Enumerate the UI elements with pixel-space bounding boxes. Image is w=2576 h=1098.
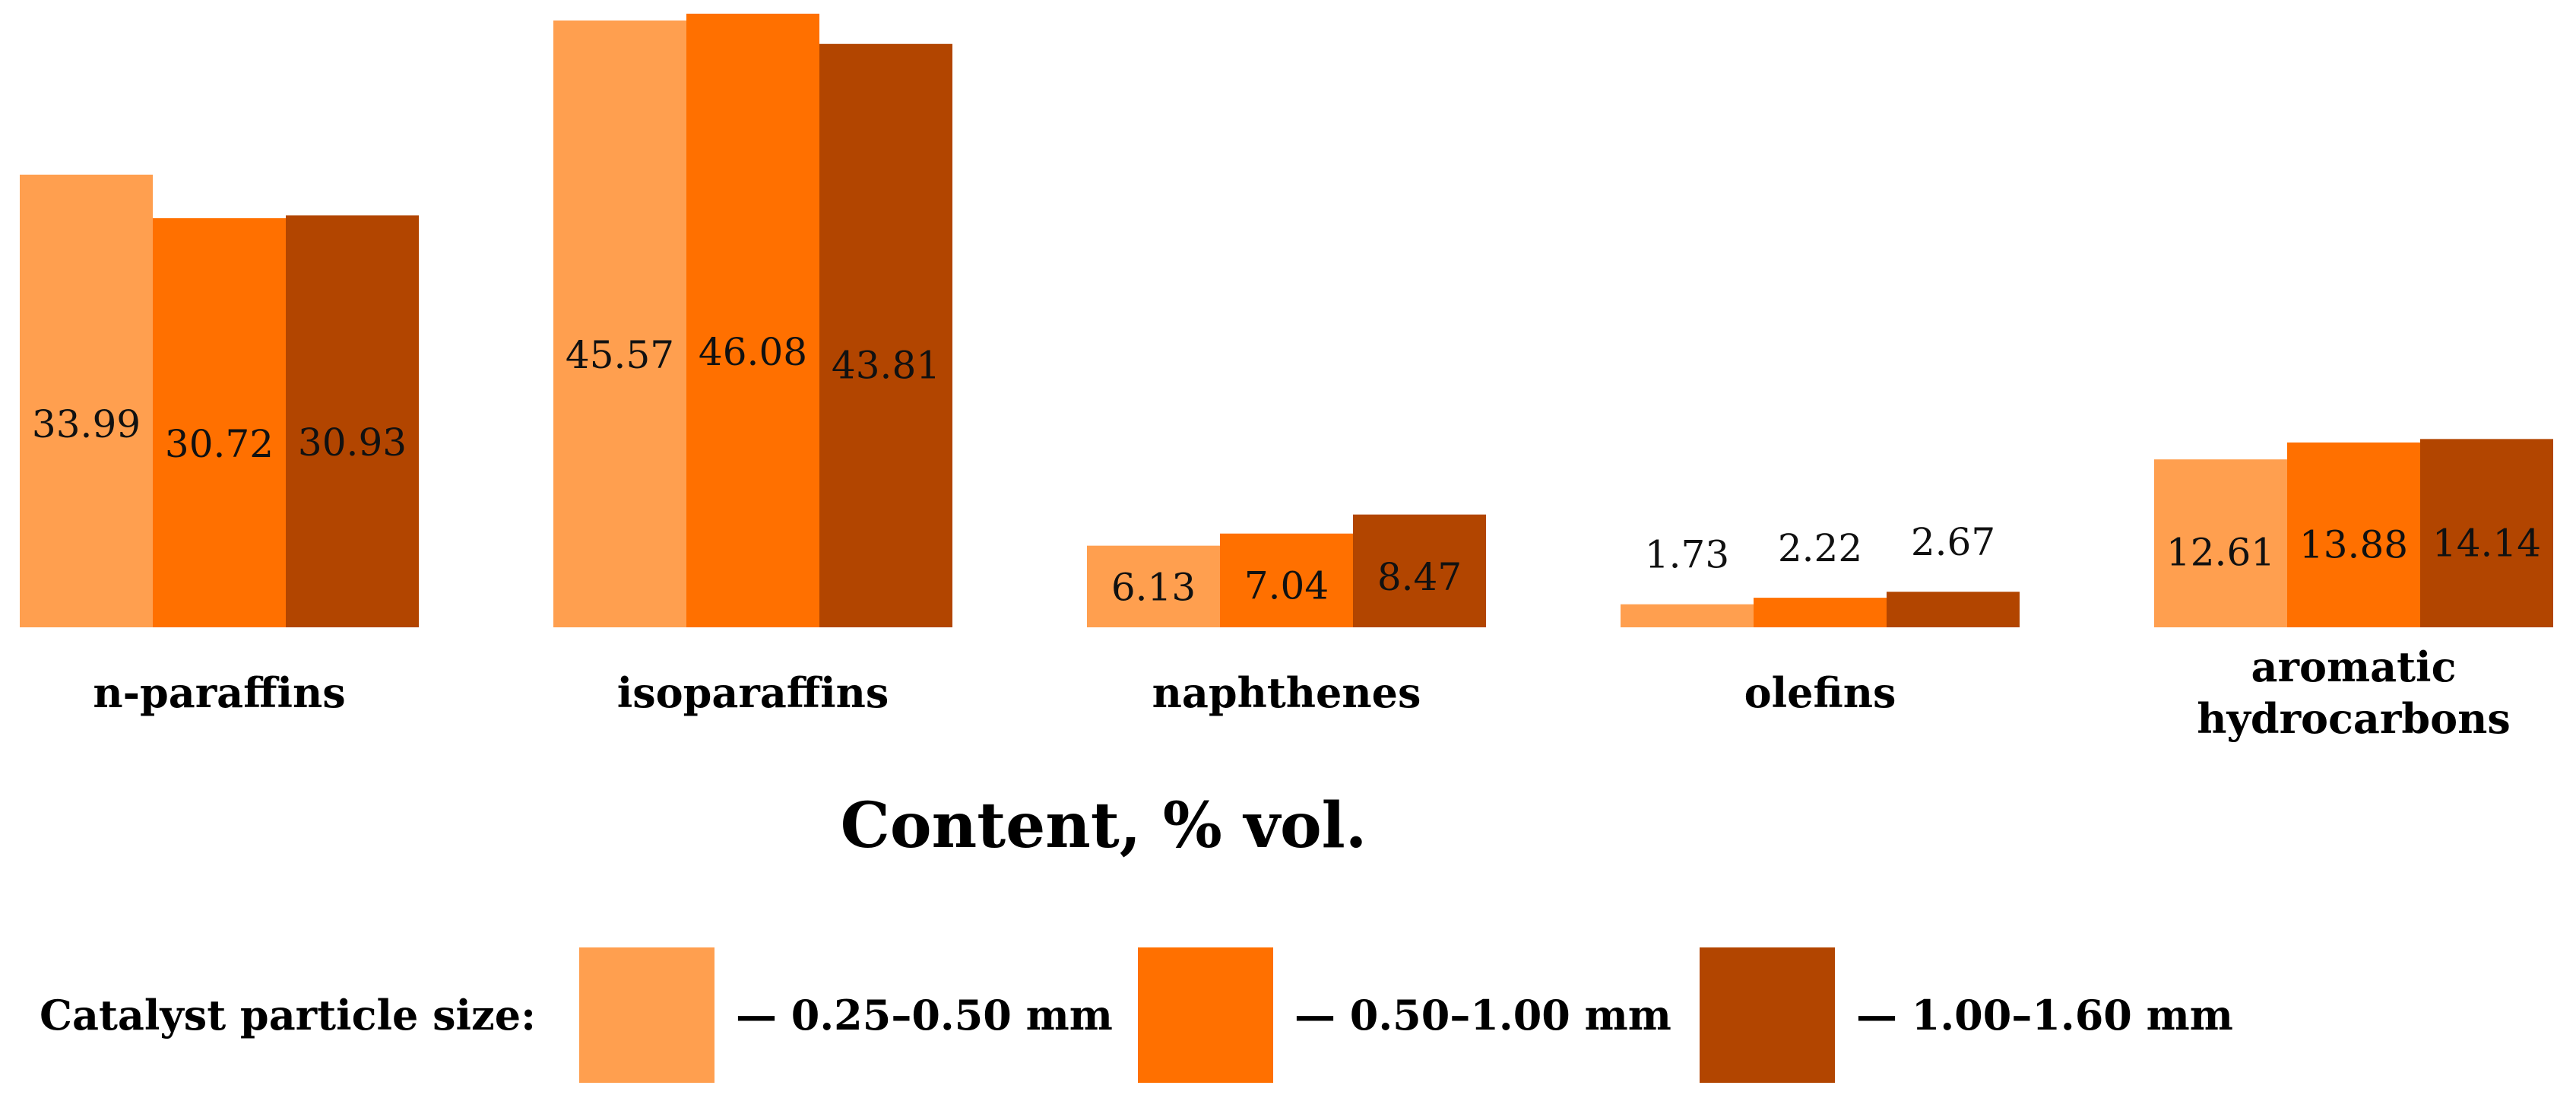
bar-n-paraffins-series-1 (20, 174, 153, 627)
bars-group (20, 14, 2553, 627)
bar-n-paraffins-series-3 (286, 215, 419, 627)
bar-isoparaffins-series-3 (819, 43, 952, 627)
data-label: 30.93 (298, 420, 407, 465)
category-label: isoparaffins (617, 668, 889, 717)
legend-swatch-1 (579, 947, 714, 1083)
bar-aromatic-hydrocarbons-series-2 (2287, 442, 2420, 627)
bar-olefins-series-1 (1621, 604, 1754, 627)
x-axis-title: Content, % vol. (841, 789, 1367, 862)
bar-n-paraffins-series-2 (153, 218, 286, 627)
data-label: 6.13 (1111, 565, 1196, 609)
category-labels-group: n-paraffins isoparaffins naphthenes olefins… (93, 643, 2510, 743)
bar-isoparaffins-series-2 (686, 14, 819, 627)
value-labels-group: 33.99 30.72 30.93 45.57 46.08 43.81 6.13 7.04 8.… (32, 330, 2541, 609)
data-label: 1.73 (1645, 533, 1729, 577)
bar-aromatic-hydrocarbons-series-1 (2154, 459, 2287, 627)
data-label: 2.22 (1778, 526, 1862, 570)
legend-swatch-3 (1700, 947, 1835, 1083)
legend: Catalyst particle size: — 0.25–0.50 mm — … (40, 947, 2233, 1083)
data-label: 7.04 (1244, 564, 1329, 608)
data-label: 8.47 (1377, 555, 1462, 599)
data-label: 2.67 (1911, 520, 1995, 564)
legend-label-3: — 1.00–1.60 mm (1856, 991, 2233, 1039)
data-label: 13.88 (2299, 523, 2408, 567)
data-label: 46.08 (699, 330, 807, 374)
data-label: 33.99 (32, 402, 141, 446)
data-label: 45.57 (566, 333, 674, 377)
legend-title: Catalyst particle size: (40, 991, 536, 1039)
category-label: naphthenes (1152, 668, 1421, 717)
data-label: 12.61 (2166, 531, 2275, 575)
legend-label-1: — 0.25–0.50 mm (736, 991, 1113, 1039)
category-label: aromatic (2251, 643, 2457, 691)
data-label: 30.72 (165, 422, 274, 466)
legend-label-2: — 0.50–1.00 mm (1294, 991, 1671, 1039)
category-label: hydrocarbons (2197, 694, 2511, 743)
data-label: 14.14 (2432, 522, 2541, 566)
bar-olefins-series-3 (1887, 592, 2020, 627)
bar-naphthenes-series-3 (1353, 514, 1486, 627)
data-label: 43.81 (832, 344, 940, 388)
bar-naphthenes-series-1 (1087, 545, 1220, 627)
bar-naphthenes-series-2 (1220, 533, 1353, 627)
category-label: olefins (1744, 668, 1896, 717)
legend-swatch-2 (1138, 947, 1273, 1083)
bar-aromatic-hydrocarbons-series-3 (2420, 439, 2553, 627)
bar-olefins-series-2 (1754, 598, 1887, 627)
category-label: n-paraffins (93, 668, 345, 717)
bar-isoparaffins-series-1 (553, 20, 686, 627)
